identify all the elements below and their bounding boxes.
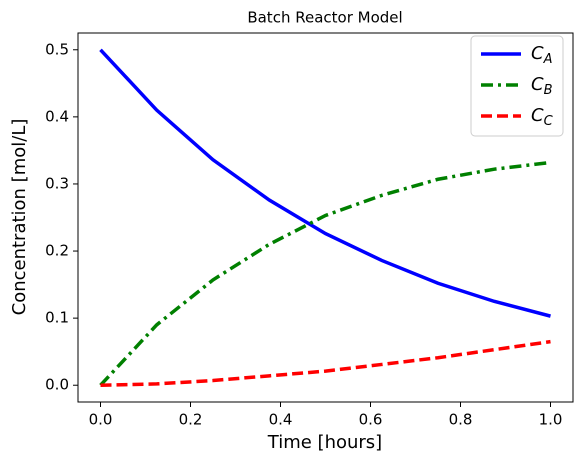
y-tick-label: 0.1 — [45, 309, 69, 327]
y-tick-label: 0.4 — [45, 107, 69, 125]
chart-title: Batch Reactor Model — [247, 9, 402, 27]
y-tick-label: 0.2 — [45, 242, 69, 260]
x-tick-label: 0.0 — [89, 411, 113, 429]
x-tick-label: 0.2 — [179, 411, 203, 429]
series-line — [99, 160, 551, 387]
x-tick-label: 0.4 — [269, 411, 293, 429]
legend-label: CB — [531, 74, 553, 98]
legend-label: CA — [531, 43, 552, 67]
series-line — [99, 48, 551, 318]
x-tick-label: 1.0 — [539, 411, 563, 429]
plot-frame — [77, 32, 574, 403]
y-tick-label: 0.3 — [45, 174, 69, 192]
x-tick-label: 0.8 — [449, 411, 473, 429]
x-axis-label: Time [hours] — [267, 432, 382, 453]
legend-label: CC — [531, 105, 554, 129]
y-axis-label: Concentration [mol/L] — [9, 119, 30, 316]
y-tick-label: 0.0 — [45, 376, 69, 394]
y-tick-label: 0.5 — [45, 40, 69, 58]
x-tick-label: 0.6 — [359, 411, 383, 429]
series-line — [100, 339, 551, 387]
